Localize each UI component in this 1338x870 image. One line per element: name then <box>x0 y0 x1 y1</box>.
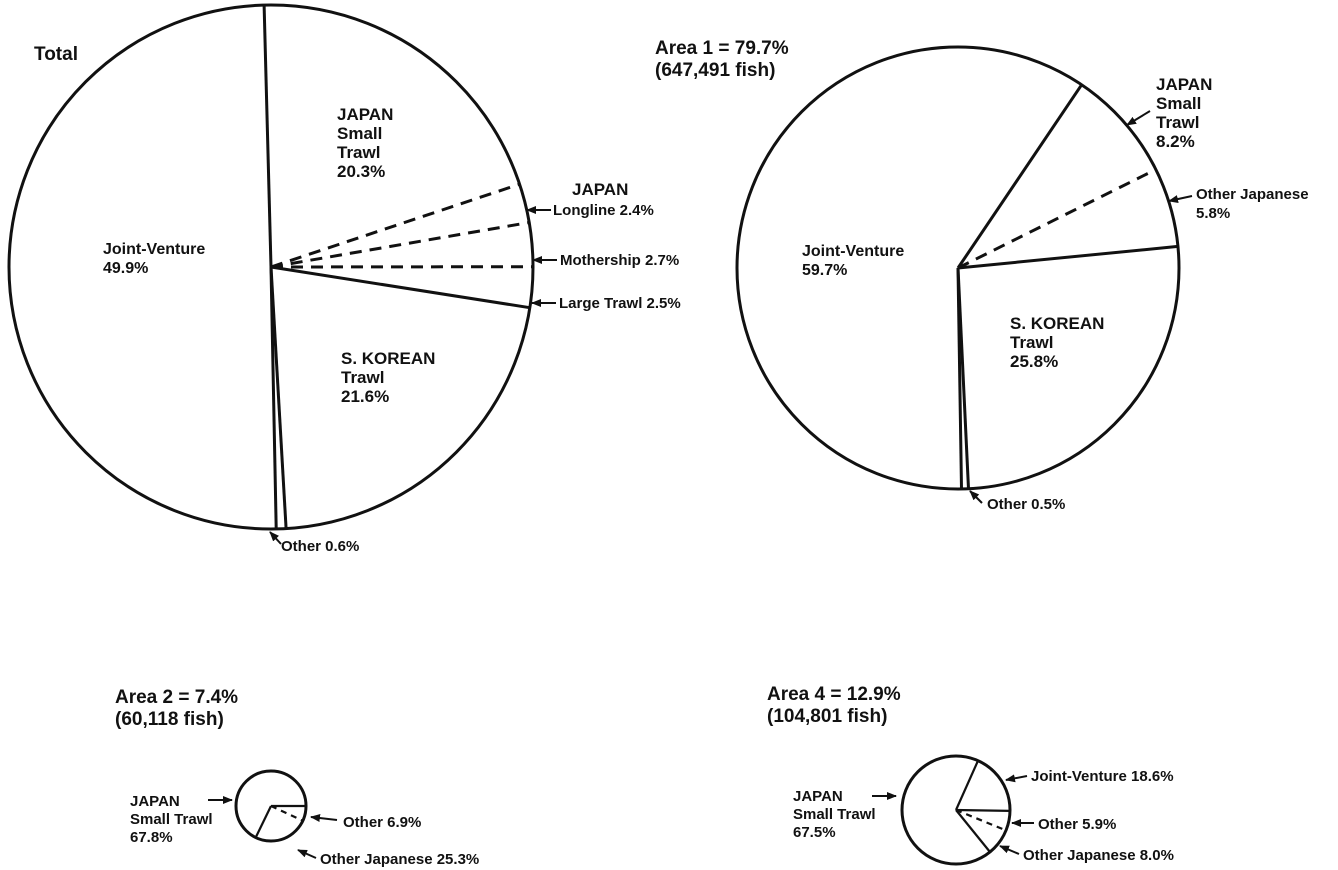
slice-label-longline: Longline 2.4% <box>553 202 654 219</box>
pie-area1-dividers <box>956 83 1179 490</box>
slice-label-area1-other-japanese-value: 5.8% <box>1196 205 1230 222</box>
slice-label-japan-small-trawl: JAPAN <box>337 105 393 124</box>
pie-area2: Area 2 = 7.4% (60,118 fish) JAPAN Small … <box>115 687 479 868</box>
pie-total-slice-boundary-longline <box>270 182 521 269</box>
pie-total-slice-boundary-small-trawl <box>262 5 273 268</box>
slice-label-area1-korean-value: 25.8% <box>1010 352 1058 371</box>
pie-area2-slice-boundary-small-trawl <box>254 805 272 838</box>
pie-area1-title: Area 1 = 79.7% <box>655 38 789 59</box>
arrow-area2-other <box>310 814 338 823</box>
slice-label-area1-joint-venture: Joint-Venture <box>802 243 904 260</box>
slice-label-area4-other: Other 5.9% <box>1038 816 1116 833</box>
slice-label-area1-japan-line3: Trawl <box>1156 113 1199 132</box>
slice-label-large-trawl: Large Trawl 2.5% <box>559 295 681 312</box>
pie-area2-title: Area 2 = 7.4% <box>115 687 238 708</box>
slice-label-korean-trawl: S. KOREAN <box>341 349 435 368</box>
pie-area1: Area 1 = 79.7% (647,491 fish) JAPAN Smal… <box>655 38 1309 513</box>
slice-label-area1-japan: JAPAN <box>1156 75 1212 94</box>
arrow-area4-joint-venture <box>1005 774 1028 783</box>
slice-label-area2-japan-value: 67.8% <box>130 829 173 846</box>
slice-label-area1-joint-venture-value: 59.7% <box>802 262 847 279</box>
slice-label-area4-japan-line2: Small Trawl <box>793 806 876 823</box>
pie-area4-slice-boundary-joint-venture <box>954 760 980 811</box>
pie-total: Total JAPAN Small Trawl 20.3% JAPAN Long… <box>7 3 681 555</box>
slice-label-area1-korean-line2: Trawl <box>1010 333 1053 352</box>
pie-area1-slice-boundary-other-japanese <box>957 168 1157 270</box>
slice-label-area4-japan: JAPAN <box>793 788 843 805</box>
slice-label-korean-trawl-value: 21.6% <box>341 387 389 406</box>
pie-total-title: Total <box>34 44 78 65</box>
pie-area4-slice-boundary-other-japanese <box>955 808 1007 832</box>
pie-area1-subtitle: (647,491 fish) <box>655 60 775 81</box>
arrow-other <box>269 531 282 545</box>
pie-total-dividers <box>262 5 534 529</box>
slice-label-area2-other-japanese: Other Japanese 25.3% <box>320 851 479 868</box>
pie-area4-slice-boundary-small-trawl <box>955 809 991 853</box>
slice-label-other: Other 0.6% <box>281 538 359 555</box>
arrow-area4-other-japanese <box>999 845 1020 855</box>
pie-area2-dividers <box>254 804 306 838</box>
slice-label-area4-japan-value: 67.5% <box>793 824 836 841</box>
pie-area4-dividers <box>954 760 1011 853</box>
slice-label-japan-group: JAPAN <box>572 180 628 199</box>
slice-label-japan-small-trawl-line2: Small <box>337 124 382 143</box>
pie-area4: Area 4 = 12.9% (104,801 fish) JAPAN Smal… <box>767 684 1174 866</box>
pie-area4-slice-boundary-other <box>955 808 1011 812</box>
slice-label-area1-other: Other 0.5% <box>987 496 1065 513</box>
slice-label-korean-trawl-line2: Trawl <box>341 368 384 387</box>
slice-label-joint-venture-value: 49.9% <box>103 260 148 277</box>
arrow-area1-other <box>969 490 983 504</box>
slice-label-area4-other-japanese: Other Japanese 8.0% <box>1023 847 1174 864</box>
arrow-area1-japan <box>1126 110 1151 126</box>
slice-label-area2-japan: JAPAN <box>130 793 180 810</box>
pie-total-slice-boundary-joint-venture <box>269 266 278 529</box>
pie-area1-slice-boundary-trawl <box>957 244 1179 270</box>
pie-total-slice-boundary-mothership <box>270 221 530 269</box>
pie-area1-slice-boundary-small-trawl <box>956 83 1083 269</box>
pie-area1-slice-boundary-joint-venture <box>956 267 963 490</box>
arrow-area1-other-japanese <box>1168 195 1193 203</box>
slice-label-joint-venture: Joint-Venture <box>103 241 205 258</box>
slice-label-area1-korean: S. KOREAN <box>1010 314 1104 333</box>
pie-area4-title: Area 4 = 12.9% <box>767 684 901 705</box>
pie-area2-slice-boundary-other-japanese <box>270 805 304 822</box>
pie-total-slice-boundary-trawl <box>270 265 531 310</box>
slice-label-mothership: Mothership 2.7% <box>560 252 679 269</box>
slice-label-japan-small-trawl-value: 20.3% <box>337 162 385 181</box>
slice-label-area4-joint-venture: Joint-Venture 18.6% <box>1031 768 1174 785</box>
arrow-area2-other-japanese <box>297 849 317 859</box>
pie-area4-subtitle: (104,801 fish) <box>767 706 887 727</box>
pie-total-slice-boundary-other <box>269 266 288 529</box>
slice-label-area2-other: Other 6.9% <box>343 814 421 831</box>
slice-label-japan-small-trawl-line3: Trawl <box>337 143 380 162</box>
pie-area2-subtitle: (60,118 fish) <box>115 709 224 730</box>
slice-label-area2-japan-line2: Small Trawl <box>130 811 213 828</box>
slice-label-area1-other-japanese: Other Japanese <box>1196 186 1309 203</box>
slice-label-area1-japan-line2: Small <box>1156 94 1201 113</box>
slice-label-area1-japan-value: 8.2% <box>1156 132 1195 151</box>
